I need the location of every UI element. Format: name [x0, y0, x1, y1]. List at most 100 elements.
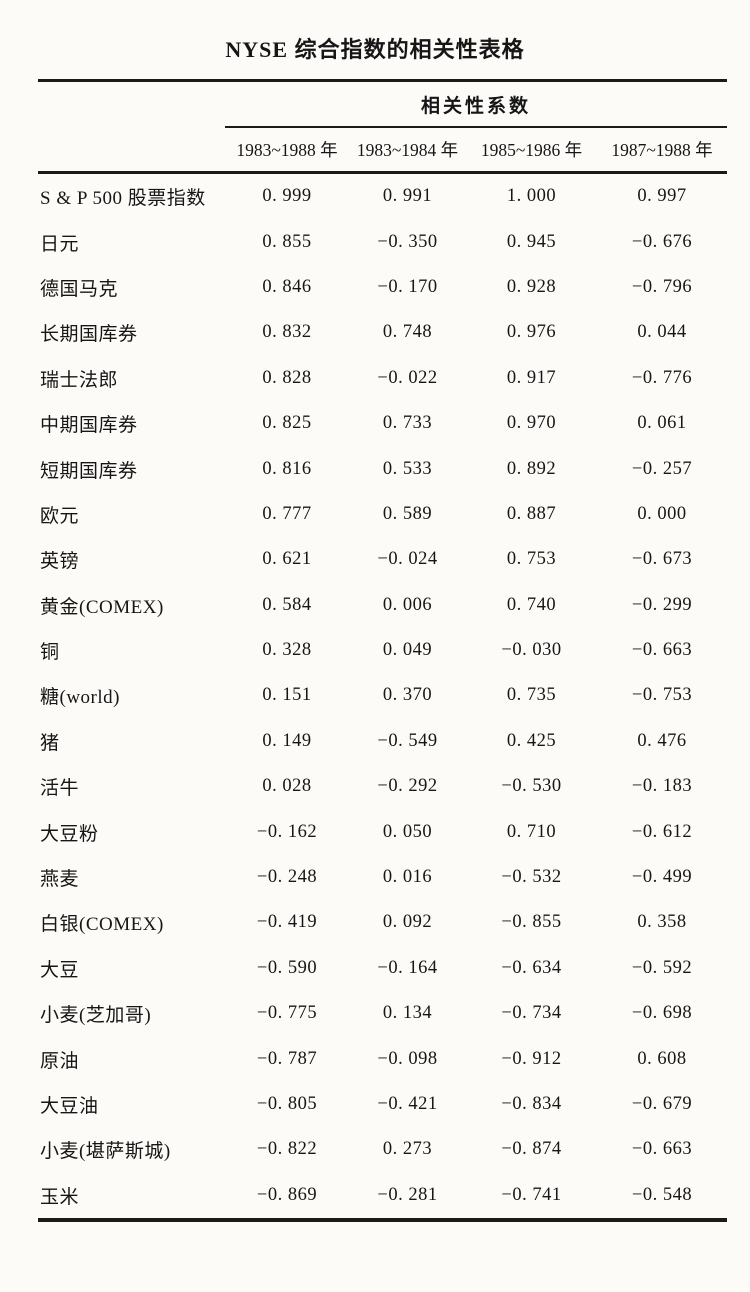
value-cell: 0. 608: [637, 1048, 687, 1069]
table-row: 德国马克 0. 846 −0. 170 0. 928 −0. 796: [38, 265, 727, 310]
value-cell: −0. 869: [256, 1184, 318, 1205]
value-cell: −0. 679: [631, 1094, 693, 1114]
row-label: 猪: [40, 732, 60, 754]
table-row: 猪 0. 149 −0. 549 0. 425 0. 476: [38, 719, 727, 764]
value-cell: 0. 892: [506, 458, 557, 479]
value-cell: 0. 000: [637, 503, 687, 524]
row-label: 黄金(COMEX): [40, 596, 164, 618]
value-cell: 0. 945: [506, 231, 557, 252]
table-row: 长期国库券 0. 832 0. 748 0. 976 0. 044: [38, 310, 727, 355]
value-cell: −0. 549: [377, 730, 438, 751]
value-cell: −0. 098: [377, 1048, 438, 1069]
table-row: 大豆 −0. 590 −0. 164 −0. 634 −0. 592: [38, 946, 727, 991]
row-label: 大豆: [40, 959, 80, 981]
value-cell: −0. 874: [501, 1139, 562, 1160]
value-cell: 0. 887: [506, 503, 557, 524]
value-cell: −0. 805: [256, 1094, 318, 1114]
value-cell: −0. 855: [501, 912, 562, 933]
value-cell: 0. 050: [382, 821, 433, 842]
table-row: 白银(COMEX) −0. 419 0. 092 −0. 855 0. 358: [38, 900, 727, 945]
row-label: 燕麦: [40, 869, 80, 891]
row-label: 瑞士法郎: [40, 369, 119, 391]
value-cell: −0. 419: [256, 912, 318, 933]
table-row: 英镑 0. 621 −0. 024 0. 753 −0. 673: [38, 537, 727, 582]
value-cell: 0. 828: [262, 367, 312, 388]
value-cell: 0. 917: [506, 367, 557, 388]
value-cell: −0. 776: [631, 367, 693, 388]
value-cell: 0. 832: [262, 322, 312, 343]
value-cell: 0. 855: [262, 231, 312, 252]
table-row: 大豆油 −0. 805 −0. 421 −0. 834 −0. 679: [38, 1082, 727, 1127]
row-label: 原油: [40, 1050, 80, 1072]
value-cell: 0. 049: [382, 640, 433, 661]
value-cell: −0. 024: [377, 549, 438, 570]
table-row: 小麦(芝加哥) −0. 775 0. 134 −0. 734 −0. 698: [38, 991, 727, 1036]
value-cell: 0. 358: [637, 912, 687, 933]
value-cell: 0. 044: [637, 322, 687, 343]
table-row: 大豆粉 −0. 162 0. 050 0. 710 −0. 612: [38, 809, 727, 854]
value-cell: 0. 928: [506, 276, 557, 297]
value-cell: −0. 634: [501, 957, 562, 978]
row-label: 大豆粉: [40, 823, 99, 845]
value-cell: 0. 970: [506, 413, 557, 434]
value-cell: 0. 735: [506, 685, 557, 706]
correlation-table: 相关性系数 1983~1988 年 1983~1984 年 1985~1986 …: [38, 79, 728, 1222]
column-header-1983-1984: 1983~1984 年: [349, 127, 466, 174]
value-cell: −0. 663: [631, 640, 693, 661]
table-row: 玉米 −0. 869 −0. 281 −0. 741 −0. 548: [38, 1173, 727, 1220]
row-label: 长期国库券: [40, 324, 138, 346]
value-cell: 0. 997: [637, 186, 687, 207]
table-row: 欧元 0. 777 0. 589 0. 887 0. 000: [38, 492, 727, 537]
value-cell: 0. 584: [262, 594, 312, 615]
value-cell: −0. 775: [256, 1003, 318, 1024]
value-cell: 0. 733: [382, 413, 433, 434]
table-row: S & P 500 股票指数 0. 999 0. 991 1. 000 0. 9…: [38, 173, 727, 220]
value-cell: −0. 257: [631, 458, 693, 479]
row-label: 玉米: [40, 1186, 80, 1208]
row-label: 活牛: [40, 778, 80, 800]
column-header-1983-1988: 1983~1988 年: [225, 127, 349, 174]
value-cell: −0. 912: [501, 1048, 562, 1069]
value-cell: 1. 000: [506, 186, 557, 207]
group-header: 相关性系数: [225, 80, 728, 128]
page-title: NYSE 综合指数的相关性表格: [225, 37, 525, 62]
value-cell: −0. 796: [631, 276, 693, 297]
row-label: 短期国库券: [40, 460, 138, 482]
value-cell: 0. 825: [262, 413, 312, 434]
row-label: 欧元: [40, 505, 80, 527]
value-cell: 0. 425: [506, 730, 557, 751]
value-cell: −0. 663: [631, 1139, 693, 1160]
value-cell: −0. 499: [631, 867, 693, 888]
table-row: 黄金(COMEX) 0. 584 0. 006 0. 740 −0. 299: [38, 583, 727, 628]
table-row: 燕麦 −0. 248 0. 016 −0. 532 −0. 499: [38, 855, 727, 900]
table-row: 中期国库券 0. 825 0. 733 0. 970 0. 061: [38, 401, 727, 446]
column-header-row: 1983~1988 年 1983~1984 年 1985~1986 年 1987…: [38, 127, 728, 174]
value-cell: 0. 846: [262, 276, 312, 297]
value-cell: −0. 822: [256, 1139, 318, 1160]
row-label: 小麦(芝加哥): [40, 1005, 152, 1027]
value-cell: −0. 183: [631, 776, 693, 797]
value-cell: 0. 370: [382, 685, 433, 706]
value-cell: 0. 753: [506, 549, 557, 570]
value-cell: −0. 350: [377, 231, 438, 252]
row-label: 铜: [40, 642, 60, 664]
value-cell: −0. 834: [501, 1094, 562, 1114]
value-cell: −0. 248: [256, 867, 318, 888]
value-cell: 0. 816: [262, 458, 312, 479]
table-row: 小麦(堪萨斯城) −0. 822 0. 273 −0. 874 −0. 663: [38, 1127, 727, 1172]
column-header-1985-1986: 1985~1986 年: [466, 127, 597, 174]
value-cell: 0. 476: [637, 730, 687, 751]
value-cell: −0. 741: [501, 1184, 562, 1205]
corner-spacer-cell-2: [38, 127, 225, 174]
row-label: 糖(world): [40, 687, 120, 709]
row-label: S & P 500 股票指数: [40, 188, 206, 210]
value-cell: 0. 016: [382, 867, 433, 888]
value-cell: 0. 061: [637, 413, 687, 434]
group-header-row: 相关性系数: [38, 80, 728, 128]
value-cell: −0. 673: [631, 549, 693, 570]
value-cell: −0. 022: [377, 367, 438, 388]
value-cell: 0. 740: [506, 594, 557, 615]
value-cell: 0. 533: [382, 458, 433, 479]
value-cell: 0. 710: [506, 821, 557, 842]
value-cell: −0. 698: [631, 1003, 693, 1024]
